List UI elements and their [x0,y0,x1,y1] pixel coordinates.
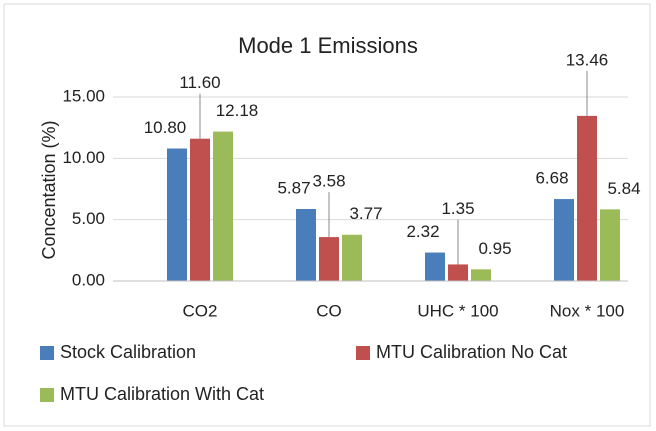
data-label: 5.84 [607,179,640,198]
bar [448,264,468,281]
chart-frame [3,3,651,427]
data-label: 11.60 [179,73,220,92]
data-label: 13.46 [566,50,609,69]
bar [319,237,339,281]
y-axis-label: Concentation (%) [39,120,59,259]
legend-label: MTU Calibration No Cat [376,342,567,362]
bar [471,269,491,281]
bar [425,252,445,281]
bar [296,208,316,281]
bar [167,148,187,281]
y-tick-label: 5.00 [72,209,105,228]
data-label: 2.32 [406,222,439,241]
x-tick-label: CO2 [183,301,218,320]
chart-title: Mode 1 Emissions [238,33,418,58]
data-label: 10.80 [144,118,187,137]
bar [554,199,574,281]
x-tick-label: CO [316,301,342,320]
x-tick-label: Nox * 100 [550,301,625,320]
x-tick-label: UHC * 100 [417,301,498,320]
bar [190,138,210,281]
bar [577,115,597,282]
data-label: 3.77 [349,204,382,223]
legend-swatch [40,388,54,402]
legend-swatch [356,346,370,360]
data-label: 3.58 [312,172,345,191]
data-label: 5.87 [277,178,310,197]
data-label: 6.68 [535,169,568,188]
legend-label: Stock Calibration [60,342,196,362]
legend-label: MTU Calibration With Cat [60,384,264,404]
y-tick-label: 15.00 [62,86,105,105]
data-label: 1.35 [441,199,474,218]
bar [600,209,620,281]
legend-swatch [40,346,54,360]
y-tick-label: 10.00 [62,148,105,167]
data-label: 12.18 [216,101,259,120]
bar [213,131,233,281]
bar [342,234,362,281]
data-label: 0.95 [478,239,511,258]
y-tick-label: 0.00 [72,270,105,289]
